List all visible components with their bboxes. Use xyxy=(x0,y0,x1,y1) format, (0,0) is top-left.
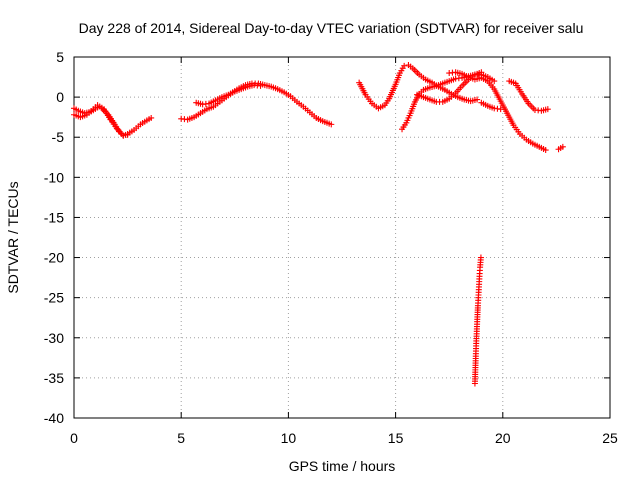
series-arc-5 xyxy=(356,62,481,112)
y-tick-label: 0 xyxy=(56,89,64,105)
y-tick-label: -15 xyxy=(44,209,64,225)
data-point xyxy=(474,96,481,103)
series-outlier-column xyxy=(471,254,484,387)
chart-title: Day 228 of 2014, Sidereal Day-to-day VTE… xyxy=(79,20,584,36)
series-arc-4 xyxy=(193,82,264,108)
y-tick-label: -5 xyxy=(52,129,65,145)
data-point xyxy=(401,62,408,69)
series-arc-8 xyxy=(446,69,549,154)
series-arc-9 xyxy=(478,99,504,113)
x-axis-label: GPS time / hours xyxy=(289,458,396,474)
series-arc-6 xyxy=(399,71,498,133)
x-tick-label: 0 xyxy=(70,430,78,446)
y-tick-label: -35 xyxy=(44,370,64,386)
data-point xyxy=(148,114,155,121)
data-point xyxy=(94,104,101,111)
x-tick-label: 20 xyxy=(495,430,511,446)
x-tick-label: 10 xyxy=(281,430,297,446)
data-point xyxy=(544,106,551,113)
grid xyxy=(74,57,610,418)
y-tick-label: -10 xyxy=(44,169,64,185)
data-point xyxy=(477,254,484,261)
y-tick-label: -20 xyxy=(44,250,64,266)
x-tick-label: 5 xyxy=(177,430,185,446)
data-point xyxy=(478,69,485,76)
y-tick-label: -40 xyxy=(44,410,64,426)
data-points xyxy=(71,62,566,387)
series-arc-11 xyxy=(555,143,566,153)
axis-ticks: 0 5 10 15 20 25 5 0 -5 -10 -15 -20 -25 -30 -35 -40 xyxy=(44,49,618,446)
y-tick-label: -30 xyxy=(44,330,64,346)
data-point xyxy=(257,82,264,89)
data-point xyxy=(120,132,127,139)
data-point xyxy=(497,106,504,113)
series-arc-10 xyxy=(506,78,551,114)
y-axis-label: SDTVAR / TECUs xyxy=(5,181,21,293)
y-tick-label: -25 xyxy=(44,290,64,306)
plot-frame xyxy=(73,56,611,419)
data-point xyxy=(124,131,131,138)
x-tick-label: 25 xyxy=(602,430,618,446)
series-arc-2 xyxy=(71,104,131,139)
data-point xyxy=(491,78,498,85)
data-point xyxy=(542,147,549,154)
x-tick-label: 15 xyxy=(388,430,404,446)
data-point xyxy=(559,143,566,150)
y-tick-label: 5 xyxy=(56,49,64,65)
data-point xyxy=(328,121,335,128)
